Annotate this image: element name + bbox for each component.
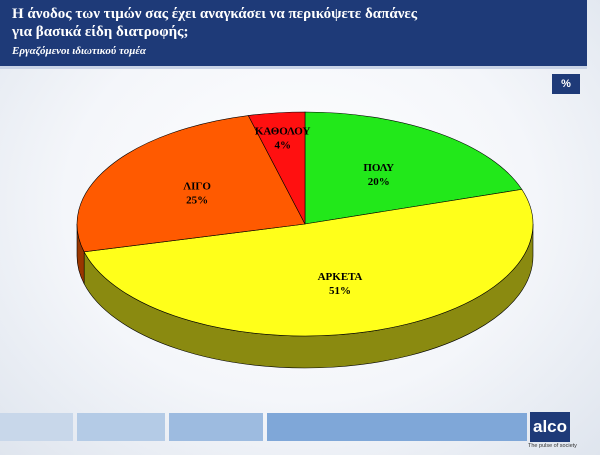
slice-3-category-label: ΚΑΘΟΛΟΥ [255, 125, 311, 137]
slice-2-top [76, 115, 306, 253]
slice-1-value-label: 51% [329, 285, 351, 297]
slice-0-category-label: ΠΟΛΥ [363, 162, 394, 174]
slice-3-value-label: 4% [274, 139, 291, 151]
alco-logo: alco [530, 412, 570, 442]
pie-labels: ΠΟΛΥ 20% ΑΡΚΕΤΑ 51% ΛΙΓΟ 25% ΚΑΘΟΛΟΥ 4% [183, 125, 394, 297]
footer-stripe-4 [267, 413, 527, 441]
pie-tops [76, 111, 534, 337]
slice-1-category-label: ΑΡΚΕΤΑ [318, 271, 363, 283]
slice-2-value-label: 25% [186, 195, 208, 207]
slice-3-top [247, 111, 306, 225]
footer-stripe-2 [77, 413, 165, 441]
question-title-line1: Η άνοδος των τιμών σας έχει αναγκάσει να… [12, 6, 418, 22]
unit-badge: % [552, 74, 580, 94]
logo-text: alco [532, 417, 568, 436]
title-bar: Η άνοδος των τιμών σας έχει αναγκάσει να… [0, 0, 587, 69]
slice-2-category-label: ΛΙΓΟ [183, 181, 211, 193]
footer-stripe-1 [0, 413, 73, 441]
respondent-group-subtitle: Εργαζόμενοι ιδιωτικού τομέα [12, 45, 146, 57]
question-title-line2: για βασικά είδη διατροφής; [12, 24, 189, 40]
slice-0-value-label: 20% [368, 176, 390, 188]
slice-1-top [83, 189, 534, 337]
footer-stripe-3 [169, 413, 263, 441]
slice-0-top [304, 111, 523, 225]
logo-tagline: The pulse of society [528, 443, 577, 449]
